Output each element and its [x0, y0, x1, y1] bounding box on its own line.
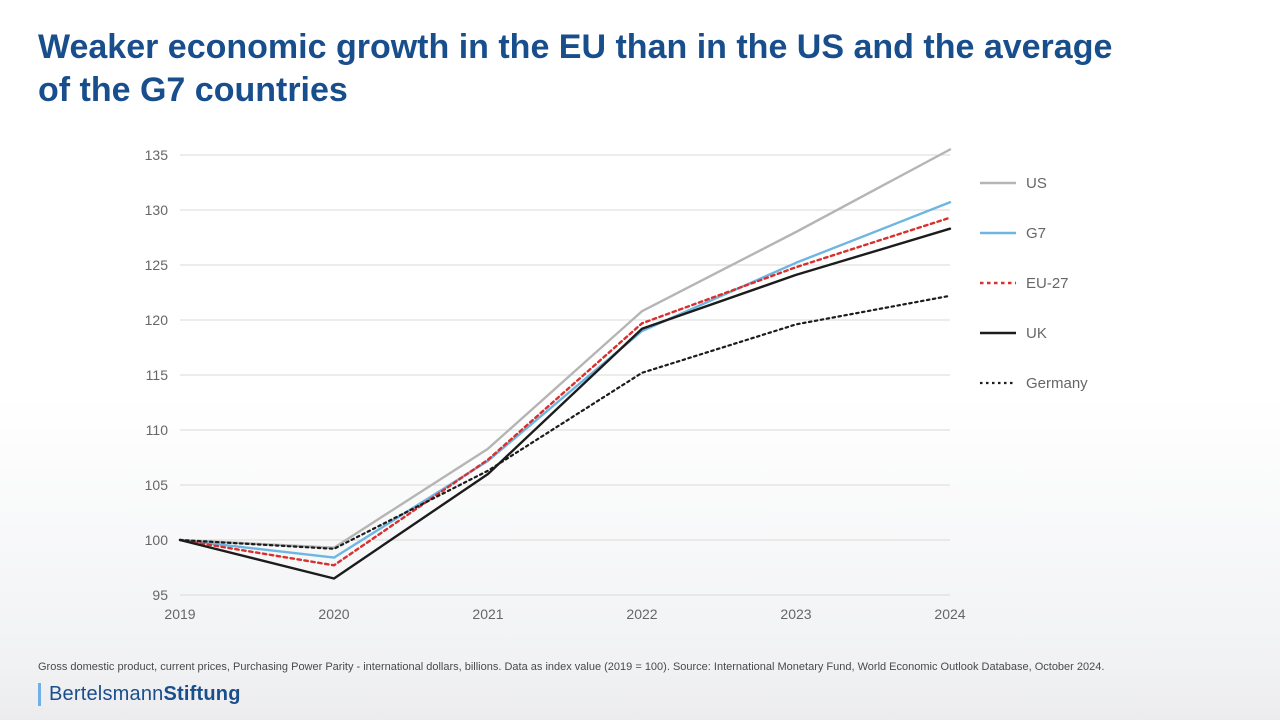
logo-text-1: Bertelsmann: [49, 683, 163, 705]
y-axis-label: 120: [145, 312, 169, 328]
chart-footnote: Gross domestic product, current prices, …: [38, 660, 1250, 674]
x-axis-label: 2023: [780, 606, 811, 622]
y-axis-label: 110: [146, 422, 169, 438]
y-axis-label: 135: [145, 147, 169, 163]
x-axis-label: 2024: [934, 606, 965, 622]
series-line: [180, 229, 950, 579]
y-axis-label: 115: [146, 367, 169, 383]
x-axis-label: 2020: [318, 606, 349, 622]
x-axis-label: 2022: [626, 606, 657, 622]
chart-svg: 95 100 105 110 115 120 125 130 135 2019 2020 2021 20…: [130, 145, 1160, 625]
y-axis-label: 100: [145, 532, 169, 548]
y-axis-label: 130: [145, 202, 169, 218]
x-axis-label: 2021: [472, 606, 503, 622]
brand-logo: BertelsmannStiftung: [38, 683, 241, 706]
legend-label: UK: [1026, 325, 1047, 342]
x-axis-label: 2019: [164, 606, 195, 622]
y-axis-label: 125: [145, 257, 169, 273]
logo-text-2: Stiftung: [163, 683, 240, 705]
legend-label: G7: [1026, 225, 1046, 242]
y-axis-label: 95: [152, 587, 168, 603]
series-line: [180, 296, 950, 549]
legend-label: EU-27: [1026, 275, 1069, 292]
series-line: [180, 150, 950, 548]
series-line: [180, 218, 950, 566]
legend-label: Germany: [1026, 375, 1088, 392]
y-axis-label: 105: [145, 477, 169, 493]
line-chart: 95 100 105 110 115 120 125 130 135 2019 2020 2021 20…: [130, 145, 1160, 625]
legend-label: US: [1026, 175, 1047, 192]
page-title: Weaker economic growth in the EU than in…: [38, 26, 1138, 111]
